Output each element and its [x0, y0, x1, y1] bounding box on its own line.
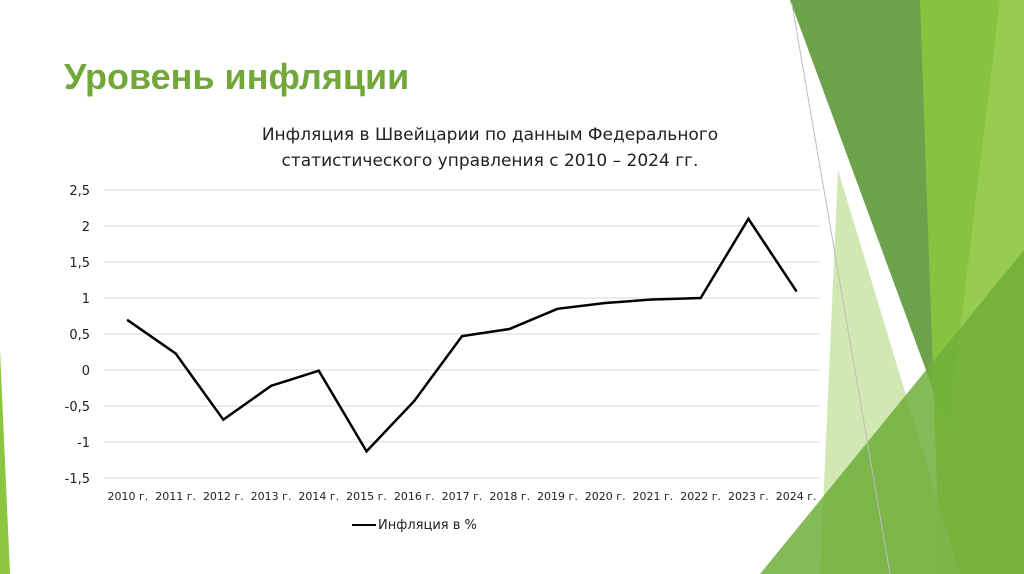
data-point [174, 352, 177, 355]
y-tick-label: -0,5 [65, 400, 90, 415]
data-point [794, 289, 798, 292]
x-tick-label: 2024 г. [776, 490, 817, 503]
y-tick-label: 2,5 [69, 184, 90, 199]
x-axis-ticks: 2010 г. 2011 г. 2012 г. 2013 г. 2014 г. 2015 … [107, 490, 816, 503]
x-tick-label: 2013 г. [251, 490, 292, 503]
data-point [413, 399, 416, 403]
data-point [699, 296, 702, 300]
y-tick-label: -1,5 [65, 472, 90, 487]
data-point [222, 418, 225, 421]
data-point [126, 319, 130, 322]
x-tick-label: 2022 г. [680, 490, 721, 503]
x-tick-label: 2023 г. [728, 490, 769, 503]
legend: Инфляция в % [352, 515, 477, 535]
data-point [317, 369, 320, 372]
y-tick-label: 1,5 [69, 256, 90, 271]
data-point [508, 327, 511, 331]
legend-swatch [352, 524, 376, 526]
data-point [556, 307, 559, 310]
data-point [269, 384, 273, 388]
x-tick-label: 2016 г. [394, 490, 435, 503]
y-axis-ticks: 2,5 2 1,5 1 0,5 0 -0,5 -1 -1,5 [65, 184, 90, 487]
data-point [365, 450, 368, 453]
decor-shape-left [0, 350, 10, 574]
x-tick-label: 2010 г. [107, 490, 148, 503]
x-tick-label: 2015 г. [346, 490, 387, 503]
x-tick-label: 2012 г. [203, 490, 244, 503]
slide-title: Уровень инфляции [64, 56, 410, 97]
data-point [604, 301, 607, 305]
x-tick-label: 2017 г. [442, 490, 483, 503]
y-tick-label: -1 [77, 436, 90, 451]
data-point [460, 334, 464, 338]
y-tick-label: 2 [82, 220, 90, 235]
series-layer [126, 216, 798, 454]
data-point [651, 298, 655, 301]
decor-line [791, 3, 891, 574]
x-tick-label: 2018 г. [489, 490, 530, 503]
gridlines [104, 189, 820, 479]
chart-title-line-1: Инфляция в Швейцарии по данным Федеральн… [261, 125, 719, 145]
x-tick-label: 2019 г. [537, 490, 578, 503]
x-tick-label: 2020 г. [585, 490, 626, 503]
y-tick-label: 0,5 [69, 328, 90, 343]
data-point [747, 217, 750, 220]
legend-label: Инфляция в % [378, 517, 477, 533]
y-tick-label: 0 [82, 364, 90, 379]
y-tick-label: 1 [82, 292, 90, 307]
chart-title-line-2: статистического управления с 2010 – 2024… [281, 151, 699, 171]
x-tick-label: 2021 г. [633, 490, 674, 503]
x-tick-label: 2011 г. [155, 490, 196, 503]
decor-shape-bottom [760, 250, 1024, 574]
x-tick-label: 2014 г. [298, 490, 339, 503]
